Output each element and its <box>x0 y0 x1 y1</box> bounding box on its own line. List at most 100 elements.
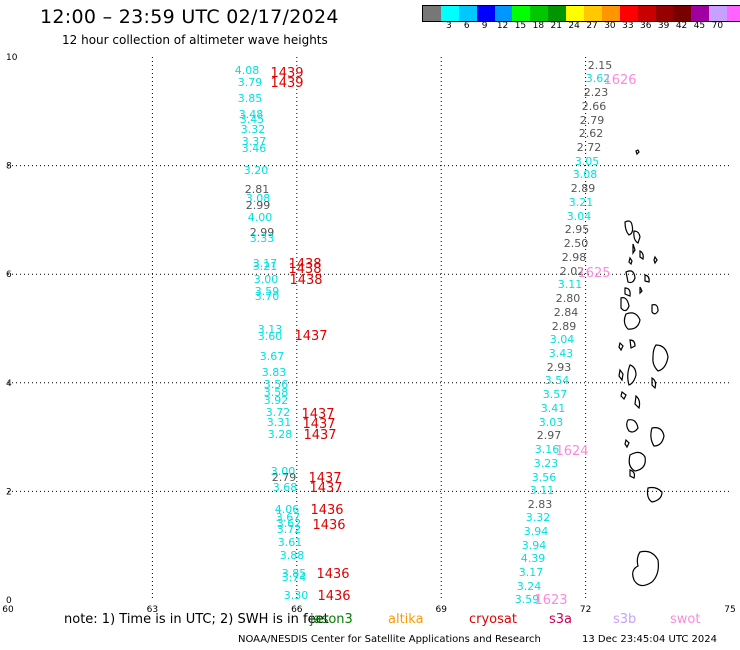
color-scale-label: 6 <box>463 21 470 31</box>
island-outline <box>639 286 643 295</box>
pass-time-label: 1437 <box>303 428 336 443</box>
island-outline <box>620 297 630 312</box>
footnote: note: 1) Time is in UTC; 2) SWH is in fe… <box>64 612 329 627</box>
pass-time-label: 1437 <box>301 407 334 422</box>
color-scale-label: 33 <box>622 21 634 31</box>
wave-height-value: 2.66 <box>582 100 607 113</box>
pass-time-label: 1438 <box>288 262 321 277</box>
y-tick-label: 2 <box>6 487 12 497</box>
color-scale-label: 45 <box>693 21 706 31</box>
wave-height-value: 3.04 <box>550 333 575 346</box>
color-swatch <box>458 6 477 21</box>
pass-time-label: 1438 <box>289 273 322 288</box>
color-swatch <box>673 6 692 21</box>
pass-time-label: 1437 <box>294 329 327 344</box>
wave-height-value: 3.20 <box>244 164 269 177</box>
island-outline <box>644 274 650 283</box>
color-swatch <box>619 6 638 21</box>
wave-height-value: 2.95 <box>565 223 590 236</box>
y-tick-label: 8 <box>6 162 12 172</box>
wave-height-value: 3.24 <box>517 580 542 593</box>
axis-tick-labels: 60 63 66 69 72 75 0 2 4 6 8 10 <box>2 53 735 615</box>
legend-item-s3b: s3b <box>613 612 637 627</box>
island-outline <box>624 287 631 297</box>
wave-height-value: 3.85 <box>238 92 263 105</box>
island-outline <box>623 312 641 330</box>
wave-height-value: 2.93 <box>547 361 572 374</box>
pass-time-label: 1626 <box>603 73 636 88</box>
y-tick-label: 4 <box>6 379 12 389</box>
wave-height-value: 4.39 <box>521 552 546 565</box>
x-tick-label: 66 <box>291 605 303 615</box>
wave-height-value: 3.21 <box>253 260 278 273</box>
wave-height-value: 3.60 <box>258 330 283 343</box>
y-tick-label: 10 <box>6 53 18 63</box>
wave-height-value: 3.30 <box>284 589 309 602</box>
color-scale-label: 42 <box>675 21 688 31</box>
island-outline <box>625 270 636 284</box>
map-grid <box>8 57 730 600</box>
island-outline <box>639 250 644 261</box>
wave-height-value: 3.59 <box>255 285 280 298</box>
wave-height-value: 3.68 <box>273 481 298 494</box>
pass-time-label: 1436 <box>316 567 349 582</box>
wave-height-value: 3.74 <box>282 571 307 584</box>
wave-height-value: 2.62 <box>579 127 604 140</box>
wave-height-value: 3.17 <box>519 566 544 579</box>
wave-height-value: 3.05 <box>575 155 600 168</box>
wave-height-value: 3.17 <box>253 257 278 270</box>
wave-height-value: 4.00 <box>248 211 273 224</box>
wave-height-value: 2.79 <box>580 114 605 127</box>
color-swatch <box>440 6 459 21</box>
track-times-east: 1626 1625 1624 1623 <box>534 73 636 608</box>
legend-item-altika: altika <box>388 612 424 627</box>
island-outline <box>620 390 627 401</box>
island-outline <box>629 469 636 479</box>
color-swatch <box>423 6 441 21</box>
wave-height-value: 3.31 <box>267 416 292 429</box>
wave-height-value: 3.16 <box>535 443 560 456</box>
legend-item-s3a: s3a <box>549 612 573 627</box>
legend-item-swot: swot <box>670 612 701 627</box>
island-outline <box>629 339 636 349</box>
wave-height-value: 2.98 <box>562 251 587 264</box>
wave-height-value: 3.72 <box>277 523 302 536</box>
wave-height-value: 3.00 <box>254 273 279 286</box>
color-swatch <box>548 6 567 21</box>
wave-height-value: 3.41 <box>541 402 566 415</box>
credit-line: NOAA/NESDIS Center for Satellite Applica… <box>238 634 541 645</box>
island-outline <box>628 256 633 266</box>
island-outline <box>632 243 636 255</box>
wave-height-value: 3.92 <box>264 394 289 407</box>
wave-height-value: 2.84 <box>554 306 579 319</box>
wave-height-value: 3.45 <box>240 113 265 126</box>
pass-time-label: 1437 <box>309 481 342 496</box>
wave-height-value: 3.79 <box>238 76 263 89</box>
wave-height-value: 3.62 <box>277 517 302 530</box>
wave-height-value: 3.67 <box>260 350 285 363</box>
legend-item-jason3: jason3 <box>310 612 353 627</box>
wave-height-value: 3.37 <box>242 135 267 148</box>
wave-height-value: 3.11 <box>558 278 583 291</box>
map-subtitle: 12 hour collection of altimeter wave hei… <box>62 33 328 47</box>
wave-height-value: 3.56 <box>264 378 289 391</box>
island-outline <box>624 220 634 236</box>
color-scale-label: 3 <box>445 21 452 31</box>
island-outline <box>633 230 641 244</box>
wave-height-value: 2.50 <box>564 237 589 250</box>
track-times-west: 1439143914381438143814371437143714371437… <box>270 66 350 604</box>
wave-height-value: 3.67 <box>276 511 301 524</box>
wave-height-value: 3.23 <box>534 457 559 470</box>
wave-height-value: 2.72 <box>577 141 602 154</box>
color-swatch <box>601 6 620 21</box>
pass-time-label: 1436 <box>310 503 343 518</box>
island-outline <box>632 550 659 587</box>
wave-height-value: 3.43 <box>549 347 574 360</box>
island-outline <box>651 376 657 390</box>
island-outline <box>651 304 659 315</box>
legend-item-cryosat: cryosat <box>469 612 517 627</box>
color-swatch <box>584 6 602 21</box>
color-swatch <box>637 6 656 21</box>
wave-height-value: 2.89 <box>552 320 577 333</box>
